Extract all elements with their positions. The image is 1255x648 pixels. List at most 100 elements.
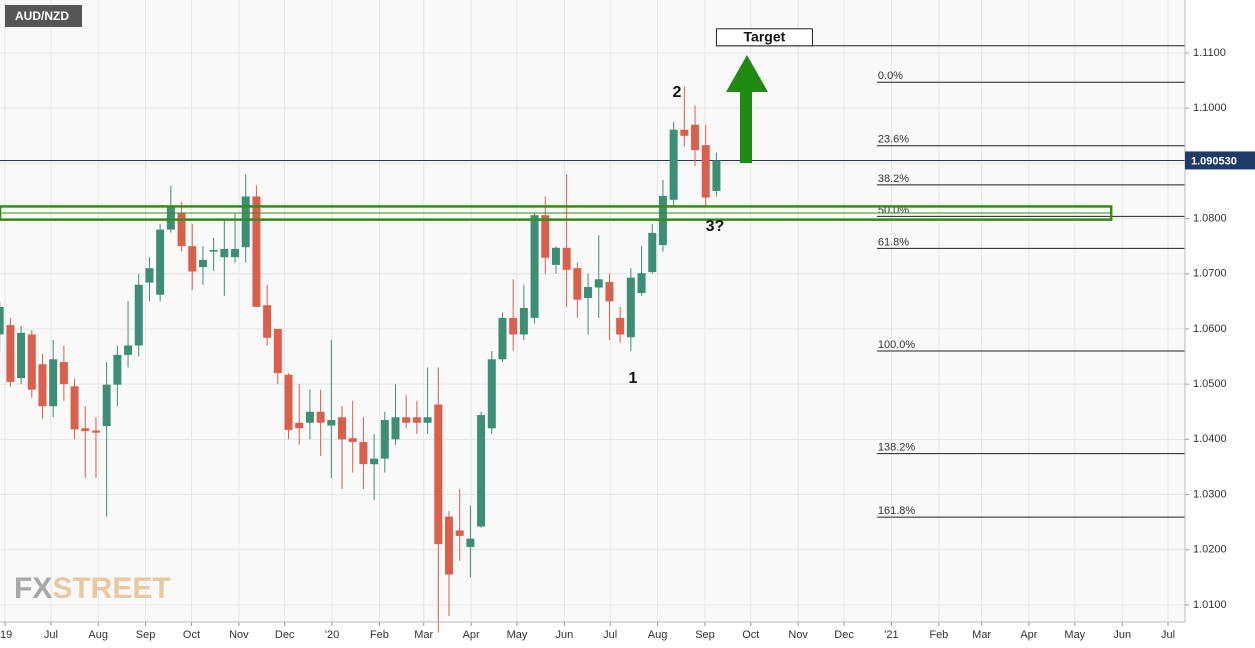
y-tick-label: 1.1000 bbox=[1193, 102, 1227, 114]
candle-body bbox=[17, 332, 26, 379]
y-tick-label: 1.0100 bbox=[1193, 599, 1227, 611]
candle-body bbox=[562, 247, 571, 270]
candle-body bbox=[220, 248, 229, 258]
symbol-box bbox=[5, 5, 82, 27]
x-tick-label: Jul bbox=[44, 629, 58, 641]
y-tick-label: 1.0800 bbox=[1193, 212, 1227, 224]
candle-body bbox=[198, 259, 207, 268]
x-tick-label: May bbox=[1064, 629, 1085, 641]
candle-body bbox=[691, 124, 700, 151]
candle-body bbox=[605, 282, 614, 302]
candle-body bbox=[6, 325, 15, 382]
x-tick-label: May bbox=[507, 629, 528, 641]
candle-body bbox=[380, 420, 389, 459]
candle-body bbox=[616, 317, 625, 335]
fib-label: 100.0% bbox=[878, 339, 916, 351]
y-tick-label: 1.0400 bbox=[1193, 433, 1227, 445]
candle-body bbox=[177, 213, 186, 247]
candle-body bbox=[423, 417, 432, 423]
fib-label: 38.2% bbox=[878, 173, 909, 185]
candle-body bbox=[316, 411, 325, 423]
x-tick-label: Apr bbox=[1020, 629, 1037, 641]
candle-body bbox=[573, 268, 582, 300]
candle-body bbox=[466, 538, 475, 547]
fib-label: 61.8% bbox=[878, 236, 909, 248]
candle-body bbox=[327, 420, 336, 426]
x-tick-label: Oct bbox=[742, 629, 759, 641]
candle-body bbox=[359, 442, 368, 465]
candle-body bbox=[305, 411, 314, 423]
x-tick-label: Aug bbox=[88, 629, 108, 641]
watermark: FXSTREET bbox=[14, 572, 171, 605]
x-tick-label: Feb bbox=[370, 629, 389, 641]
x-tick-label: Jun bbox=[556, 629, 574, 641]
fib-label: 161.8% bbox=[878, 505, 916, 517]
candle-body bbox=[284, 374, 293, 430]
candle-body bbox=[519, 307, 528, 335]
candle-body bbox=[338, 417, 347, 440]
fib-label: 138.2% bbox=[878, 442, 916, 454]
x-tick-label: Mar bbox=[972, 629, 991, 641]
x-tick-label: Dec bbox=[275, 629, 295, 641]
candle-body bbox=[81, 428, 90, 432]
candle-body bbox=[477, 415, 486, 527]
candle-body bbox=[509, 317, 518, 335]
candle-body bbox=[273, 328, 282, 374]
x-tick-label: Sep bbox=[695, 629, 715, 641]
y-tick-label: 1.0500 bbox=[1193, 378, 1227, 390]
candle-body bbox=[498, 317, 507, 360]
x-tick-label: '19 bbox=[0, 629, 12, 641]
x-tick-label: '21 bbox=[884, 629, 898, 641]
candle-body bbox=[594, 279, 603, 288]
wave-label: 3? bbox=[706, 218, 725, 235]
candle-body bbox=[113, 354, 122, 385]
current-price-label: 1.090530 bbox=[1191, 155, 1237, 167]
x-tick-label: Jun bbox=[1113, 629, 1131, 641]
watermark-street: STREET bbox=[52, 572, 170, 605]
candle-body bbox=[551, 247, 560, 265]
candle-body bbox=[27, 334, 36, 390]
candle-body bbox=[0, 306, 4, 335]
watermark-fx: FX bbox=[14, 572, 52, 605]
x-tick-label: Dec bbox=[834, 629, 854, 641]
x-tick-label: '20 bbox=[325, 629, 339, 641]
candle-body bbox=[444, 516, 453, 575]
current-price-box bbox=[1185, 151, 1255, 170]
candle-body bbox=[241, 196, 250, 248]
x-tick-label: Apr bbox=[463, 629, 480, 641]
target-box bbox=[715, 28, 813, 47]
candle-body bbox=[145, 268, 154, 283]
candle-body bbox=[49, 359, 58, 407]
candle-body bbox=[124, 345, 133, 355]
candle-body bbox=[391, 417, 400, 440]
candle-body bbox=[38, 364, 47, 407]
y-tick-label: 1.0200 bbox=[1193, 544, 1227, 556]
marks-layer bbox=[0, 86, 1113, 633]
candle-body bbox=[134, 284, 143, 346]
x-tick-label: Nov bbox=[229, 629, 249, 641]
x-tick-label: Nov bbox=[788, 629, 808, 641]
candle-body bbox=[648, 232, 657, 273]
plot-background bbox=[0, 0, 1185, 622]
x-tick-label: Oct bbox=[183, 629, 200, 641]
candle-body bbox=[455, 530, 464, 536]
candle-body bbox=[541, 215, 550, 258]
y-tick-label: 1.1100 bbox=[1193, 47, 1226, 59]
candle-body bbox=[637, 273, 646, 294]
x-tick-label: Jul bbox=[603, 629, 617, 641]
candle-body bbox=[626, 277, 635, 338]
candle-body bbox=[188, 246, 197, 272]
symbol: AUD/NZD bbox=[15, 9, 69, 23]
up-arrow bbox=[726, 55, 768, 163]
candle-body bbox=[156, 229, 165, 295]
candle-body bbox=[584, 286, 593, 299]
candle-body bbox=[231, 248, 240, 258]
candle-body bbox=[412, 417, 421, 423]
candle-body bbox=[701, 145, 710, 198]
fib-label: 23.6% bbox=[878, 134, 909, 146]
grid-layer: 0.0%23.6%38.2%50.0%61.8%100.0%138.2%161.… bbox=[0, 0, 1185, 622]
candle-body bbox=[91, 430, 100, 433]
candle-body bbox=[370, 458, 379, 465]
